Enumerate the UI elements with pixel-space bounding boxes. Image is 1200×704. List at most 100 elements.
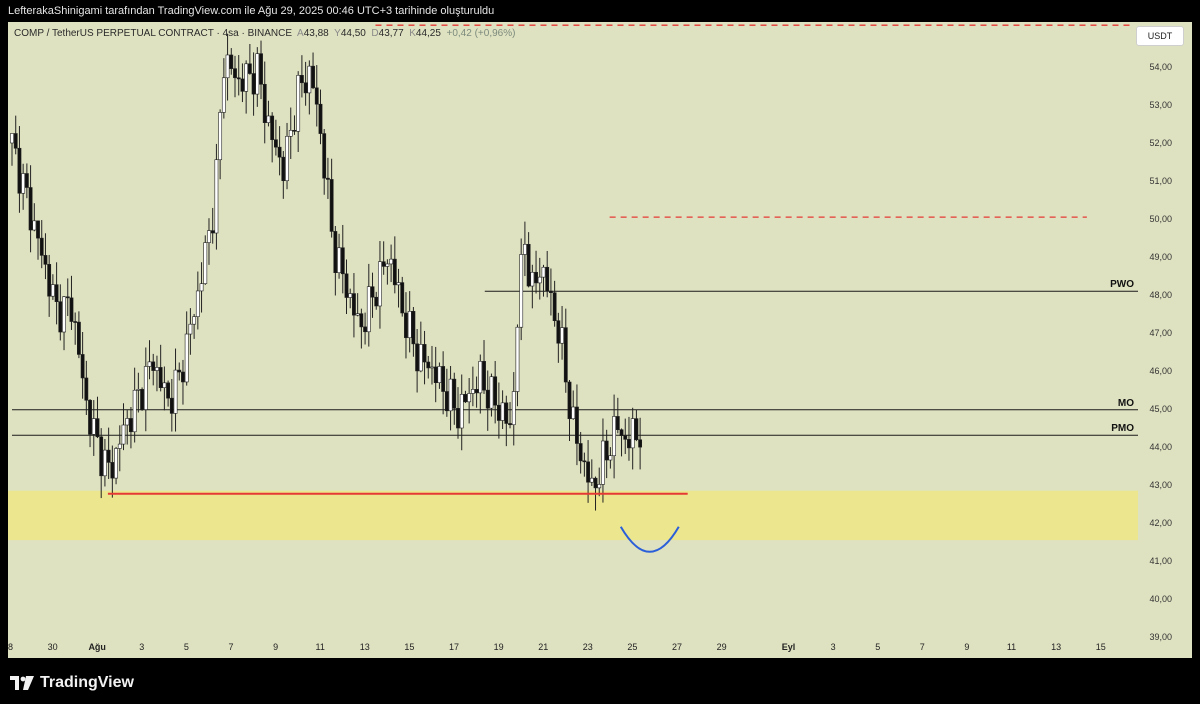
- candle: [415, 343, 420, 372]
- candle: [344, 273, 349, 298]
- candle: [333, 231, 338, 273]
- y-tick-label: 50,00: [1149, 214, 1172, 224]
- candle: [117, 443, 122, 449]
- candle: [77, 321, 81, 355]
- candle: [586, 461, 590, 483]
- tradingview-logo[interactable]: TradingView: [10, 674, 134, 692]
- candle: [504, 402, 509, 424]
- candle: [418, 344, 423, 372]
- y-tick-label: 52,00: [1149, 138, 1172, 148]
- x-tick-label: 13: [360, 642, 370, 652]
- candle: [322, 133, 327, 179]
- y-tick-label: 45,00: [1149, 404, 1172, 414]
- attribution-bar: LefterakaShinigami tarafından TradingVie…: [0, 0, 1200, 22]
- close-label: K: [409, 28, 416, 39]
- candle: [244, 63, 249, 92]
- candle: [444, 391, 449, 412]
- x-tick-label: 3: [831, 642, 836, 652]
- candle: [110, 462, 115, 479]
- candle: [430, 366, 434, 369]
- candle: [563, 327, 568, 383]
- candle: [203, 242, 208, 284]
- candle: [251, 73, 256, 95]
- candle: [277, 146, 282, 158]
- candle: [129, 418, 133, 433]
- candle: [84, 377, 89, 401]
- tradingview-logo-text: TradingView: [40, 674, 134, 691]
- candle: [337, 247, 341, 273]
- candle: [422, 344, 427, 363]
- candle: [549, 290, 553, 294]
- candle: [288, 130, 293, 137]
- candle: [266, 115, 271, 123]
- candle: [378, 261, 382, 307]
- candle: [199, 283, 204, 292]
- candle: [326, 177, 330, 180]
- x-tick-label: 23: [583, 642, 593, 652]
- candle: [240, 78, 245, 92]
- candle: [24, 173, 29, 188]
- candle: [114, 448, 118, 479]
- candle: [366, 286, 371, 333]
- candle: [437, 366, 442, 383]
- candle: [195, 290, 200, 317]
- candle: [601, 440, 605, 485]
- candle: [32, 220, 37, 231]
- candle: [299, 75, 304, 84]
- candle: [166, 382, 171, 399]
- candle: [407, 310, 412, 339]
- x-tick-label: 9: [964, 642, 969, 652]
- candle: [496, 404, 501, 421]
- candle: [597, 484, 602, 489]
- x-tick-label: 19: [494, 642, 504, 652]
- candle: [463, 394, 468, 403]
- x-tick-label: 30: [48, 642, 58, 652]
- symbol-label[interactable]: COMP / TetherUS PERPETUAL CONTRACT · 4sa…: [14, 28, 293, 39]
- candle: [426, 361, 431, 369]
- open-label: A: [297, 28, 304, 39]
- candle: [177, 369, 182, 373]
- candle: [385, 263, 390, 267]
- chart-legend: COMP / TetherUS PERPETUAL CONTRACT · 4sa…: [14, 28, 515, 39]
- candle: [188, 323, 193, 335]
- x-tick-label: 5: [184, 642, 189, 652]
- candle: [151, 361, 156, 371]
- candle: [169, 397, 174, 414]
- candle: [296, 75, 301, 132]
- candle: [541, 266, 546, 278]
- candle: [155, 367, 159, 371]
- candle: [537, 276, 542, 284]
- candle: [173, 369, 178, 414]
- candle: [80, 354, 85, 379]
- y-tick-label: 51,00: [1149, 176, 1172, 186]
- candle: [519, 254, 524, 328]
- candle: [73, 321, 78, 323]
- candle: [478, 361, 483, 394]
- candle: [459, 394, 464, 429]
- price-axis[interactable]: [1138, 22, 1192, 658]
- candle: [136, 389, 141, 391]
- currency-button[interactable]: USDT: [1136, 26, 1184, 46]
- candle: [511, 391, 516, 426]
- candle: [485, 389, 490, 409]
- candle: [17, 147, 22, 194]
- price-chart[interactable]: PWO48,10MO44,98PMO44,3144,2502:13:06 54,…: [8, 22, 1192, 658]
- y-tick-label: 47,00: [1149, 328, 1172, 338]
- level-label-pwo: PWO: [1110, 279, 1134, 290]
- chart-panel[interactable]: PWO48,10MO44,98PMO44,3144,2502:13:06 54,…: [8, 22, 1192, 658]
- y-tick-label: 44,00: [1149, 442, 1172, 452]
- y-tick-label: 43,00: [1149, 480, 1172, 490]
- candle: [340, 247, 345, 275]
- candle: [545, 266, 550, 292]
- candle: [259, 53, 263, 85]
- candle: [619, 429, 624, 436]
- candle: [247, 63, 252, 74]
- candle: [530, 271, 535, 287]
- candle: [311, 65, 315, 89]
- candle: [236, 77, 241, 80]
- candle: [181, 371, 185, 383]
- candle: [400, 282, 405, 314]
- candle: [467, 393, 472, 403]
- candle: [147, 361, 152, 367]
- high-label: Y: [334, 28, 341, 39]
